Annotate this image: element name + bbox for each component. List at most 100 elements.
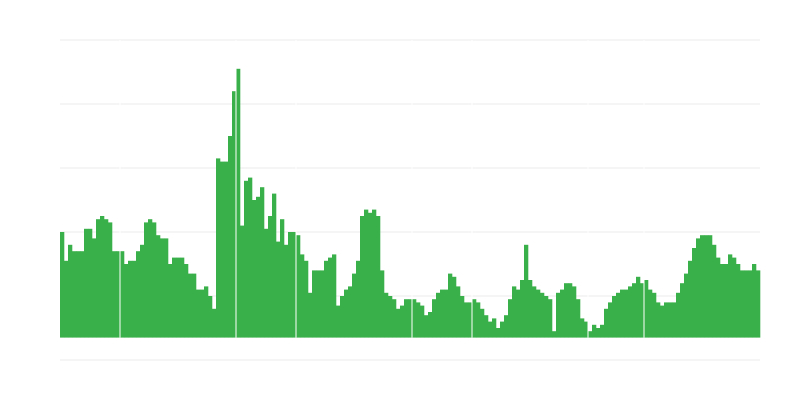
bar bbox=[736, 264, 741, 338]
bar bbox=[604, 308, 609, 338]
bar bbox=[316, 270, 321, 338]
separator bbox=[411, 40, 413, 338]
bar bbox=[228, 136, 233, 338]
bar bbox=[84, 228, 89, 338]
bar bbox=[660, 305, 665, 338]
bar bbox=[488, 321, 493, 338]
bar bbox=[720, 264, 725, 338]
bar bbox=[368, 212, 373, 338]
bar bbox=[616, 292, 621, 338]
bar bbox=[372, 209, 377, 338]
bar bbox=[360, 216, 365, 338]
bar bbox=[744, 270, 749, 338]
bar bbox=[200, 289, 205, 338]
bar bbox=[144, 222, 149, 338]
bar bbox=[668, 302, 673, 338]
separators bbox=[119, 40, 645, 338]
bar bbox=[452, 276, 457, 338]
bar bbox=[672, 302, 677, 338]
bar bbox=[300, 254, 305, 338]
bar bbox=[652, 292, 657, 338]
bar bbox=[568, 283, 573, 338]
bar bbox=[60, 232, 65, 338]
bar bbox=[376, 216, 381, 338]
bar bbox=[596, 328, 601, 338]
bar bbox=[564, 283, 569, 338]
bar bbox=[232, 91, 237, 338]
bar bbox=[172, 257, 177, 338]
bar bbox=[580, 318, 585, 338]
bar bbox=[460, 296, 465, 338]
separator bbox=[587, 40, 589, 338]
bar bbox=[756, 270, 761, 338]
bar bbox=[728, 254, 733, 338]
bar bbox=[656, 302, 661, 338]
bar bbox=[624, 289, 629, 338]
bars bbox=[60, 68, 761, 338]
bar bbox=[556, 292, 561, 338]
bar bbox=[464, 302, 469, 338]
bar bbox=[268, 216, 273, 338]
bar bbox=[644, 280, 649, 338]
bar bbox=[400, 305, 405, 338]
bar bbox=[208, 296, 213, 338]
bar bbox=[416, 302, 421, 338]
bar bbox=[456, 286, 461, 338]
bar bbox=[608, 302, 613, 338]
bar bbox=[196, 289, 201, 338]
bar bbox=[304, 260, 309, 338]
bar bbox=[544, 296, 549, 338]
bar bbox=[276, 241, 281, 338]
bar bbox=[324, 260, 329, 338]
bar bbox=[252, 200, 257, 338]
bar bbox=[356, 260, 361, 338]
bar bbox=[188, 273, 193, 338]
bar bbox=[216, 158, 221, 338]
bar bbox=[428, 312, 433, 338]
bar bbox=[752, 264, 757, 338]
bar bbox=[676, 292, 681, 338]
bar bbox=[700, 235, 705, 338]
bar bbox=[620, 289, 625, 338]
bar bbox=[420, 305, 425, 338]
bar bbox=[332, 254, 337, 338]
bar bbox=[664, 302, 669, 338]
bar bbox=[440, 289, 445, 338]
bar bbox=[448, 273, 453, 338]
bar bbox=[88, 228, 93, 338]
bar bbox=[160, 238, 165, 338]
bar bbox=[256, 196, 261, 338]
bar bbox=[236, 68, 241, 338]
bar bbox=[108, 222, 113, 338]
bar bbox=[748, 270, 753, 338]
bar bbox=[328, 257, 333, 338]
bar bbox=[636, 276, 641, 338]
bar bbox=[244, 180, 249, 338]
bar bbox=[496, 328, 501, 338]
bar bbox=[120, 251, 125, 338]
bar bbox=[388, 296, 393, 338]
bar bbox=[572, 286, 577, 338]
bar bbox=[308, 292, 313, 338]
bar bbox=[424, 315, 429, 338]
bar bbox=[320, 270, 325, 338]
bar bbox=[512, 286, 517, 338]
bar bbox=[492, 318, 497, 338]
bar bbox=[412, 299, 417, 338]
bar bbox=[648, 289, 653, 338]
bar bbox=[600, 324, 605, 338]
bar bbox=[344, 289, 349, 338]
bar bbox=[284, 244, 289, 338]
bar bbox=[696, 238, 701, 338]
bar bbox=[612, 296, 617, 338]
bar bbox=[224, 161, 229, 338]
bar bbox=[152, 222, 157, 338]
bar bbox=[164, 238, 169, 338]
bar bbox=[220, 161, 225, 338]
bar bbox=[692, 248, 697, 338]
bar bbox=[336, 305, 341, 338]
bar bbox=[128, 260, 133, 338]
bar bbox=[292, 232, 297, 338]
bar bbox=[312, 270, 317, 338]
